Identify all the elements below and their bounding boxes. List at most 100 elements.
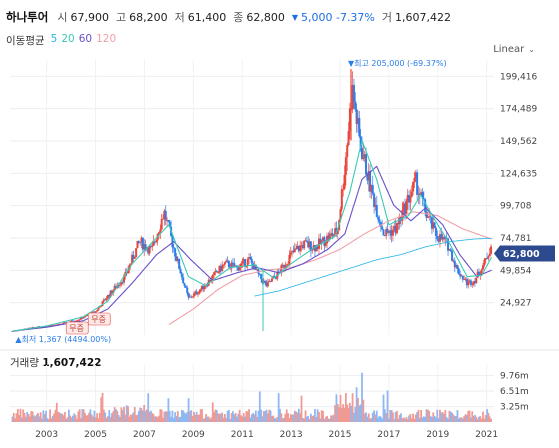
- volume-bar: [86, 415, 89, 422]
- candle-body: [371, 185, 374, 194]
- volume-bar: [418, 417, 421, 422]
- candle-body: [300, 245, 303, 247]
- time-tick-label: 2005: [84, 430, 107, 440]
- candle-body: [304, 240, 307, 242]
- volume-bar: [135, 415, 138, 422]
- candle-body: [217, 272, 220, 274]
- volume-bar: [225, 418, 228, 422]
- candle-body: [117, 285, 120, 287]
- volume-bar: [410, 418, 413, 422]
- volume-bar: [98, 412, 101, 422]
- volume-bar: [222, 417, 225, 422]
- candle-body: [389, 230, 392, 234]
- volume-bar: [328, 418, 331, 422]
- volume-bar: [180, 410, 183, 422]
- candle-body: [266, 281, 269, 287]
- volume-bar: [47, 419, 50, 422]
- volume-bar: [22, 409, 25, 422]
- volume-bar: [143, 404, 146, 422]
- volume-bar: [202, 418, 205, 422]
- candle-body: [336, 230, 339, 235]
- volume-bar: [350, 406, 353, 422]
- price-tick-label: 149,562: [500, 137, 537, 147]
- volume-bar: [35, 414, 38, 422]
- volume-bar: [140, 408, 143, 422]
- candle-body: [324, 243, 327, 246]
- volume-bar: [483, 418, 486, 422]
- candle-body: [359, 136, 362, 149]
- candle-body: [426, 216, 429, 218]
- volume-bar: [361, 372, 363, 422]
- volume-bar: [172, 418, 175, 422]
- volume-bar: [197, 414, 199, 422]
- candle-body: [429, 216, 432, 218]
- volume-bar: [210, 417, 213, 422]
- volume-bar: [311, 416, 314, 422]
- volume-bar: [152, 414, 155, 422]
- volume-bar: [379, 416, 382, 422]
- volume-bar: [461, 418, 464, 422]
- candle-body: [180, 273, 183, 278]
- volume-bar: [109, 416, 112, 422]
- volume-bar: [280, 413, 283, 422]
- change-value: 5,000 -7.37%: [300, 10, 375, 24]
- candle-body: [175, 256, 178, 261]
- volume-bar: [482, 411, 484, 422]
- candle-body: [151, 245, 154, 247]
- volume-bar: [365, 412, 367, 422]
- volume-bar: [218, 413, 221, 422]
- volume-bar: [470, 417, 472, 422]
- candle-body: [269, 280, 272, 282]
- volume-bar: [378, 415, 381, 422]
- candle-body: [234, 265, 237, 267]
- volume-bar: [297, 408, 300, 422]
- volume-bar: [162, 417, 164, 422]
- volume-bar: [150, 410, 152, 422]
- volume-bar: [404, 418, 406, 422]
- volume-bar: [429, 416, 432, 422]
- volume-bar: [90, 414, 93, 422]
- volume-bar: [455, 416, 458, 422]
- candle-body: [390, 230, 393, 236]
- volume-bar: [183, 412, 186, 422]
- candle-body: [80, 317, 83, 320]
- candle-body: [358, 117, 361, 137]
- volume-bar: [151, 412, 154, 422]
- volume-bar: [120, 407, 123, 422]
- volume-bar: [19, 408, 22, 422]
- volume-bar: [397, 418, 400, 422]
- candle-body: [457, 268, 460, 275]
- volume-bar: [490, 418, 492, 422]
- volume-bar: [262, 411, 265, 422]
- candle-body: [397, 223, 400, 225]
- volume-bar: [381, 418, 384, 422]
- volume-bar: [93, 410, 96, 422]
- volume-bar: [24, 416, 27, 422]
- volume-bar: [82, 409, 85, 422]
- volume-bar: [27, 413, 30, 422]
- volume-bar: [480, 419, 483, 422]
- candle-body: [444, 238, 447, 240]
- volume-bar: [448, 410, 451, 422]
- candle-body: [163, 210, 166, 219]
- volume-bar: [248, 409, 250, 422]
- volume-bar: [463, 416, 466, 422]
- volume-bar: [184, 413, 187, 422]
- volume-bar: [70, 417, 73, 422]
- volume-bar: [246, 411, 249, 422]
- candle-body: [149, 246, 152, 248]
- candle-body: [437, 239, 440, 242]
- candle-body: [391, 229, 394, 236]
- candle-body: [148, 246, 151, 254]
- candle-body: [196, 293, 199, 295]
- moving-average-legend[interactable]: 이동평균 5 20 60 120: [6, 33, 116, 48]
- candle-body: [451, 250, 454, 261]
- volume-panel-value: 1,607,422: [42, 357, 102, 369]
- candle-body: [472, 281, 475, 285]
- scale-dropdown[interactable]: Linear ⌄: [493, 44, 535, 55]
- volume-bar: [322, 411, 324, 422]
- volume-bar: [428, 410, 431, 422]
- volume-bar: [460, 417, 463, 422]
- volume-bar: [11, 416, 14, 422]
